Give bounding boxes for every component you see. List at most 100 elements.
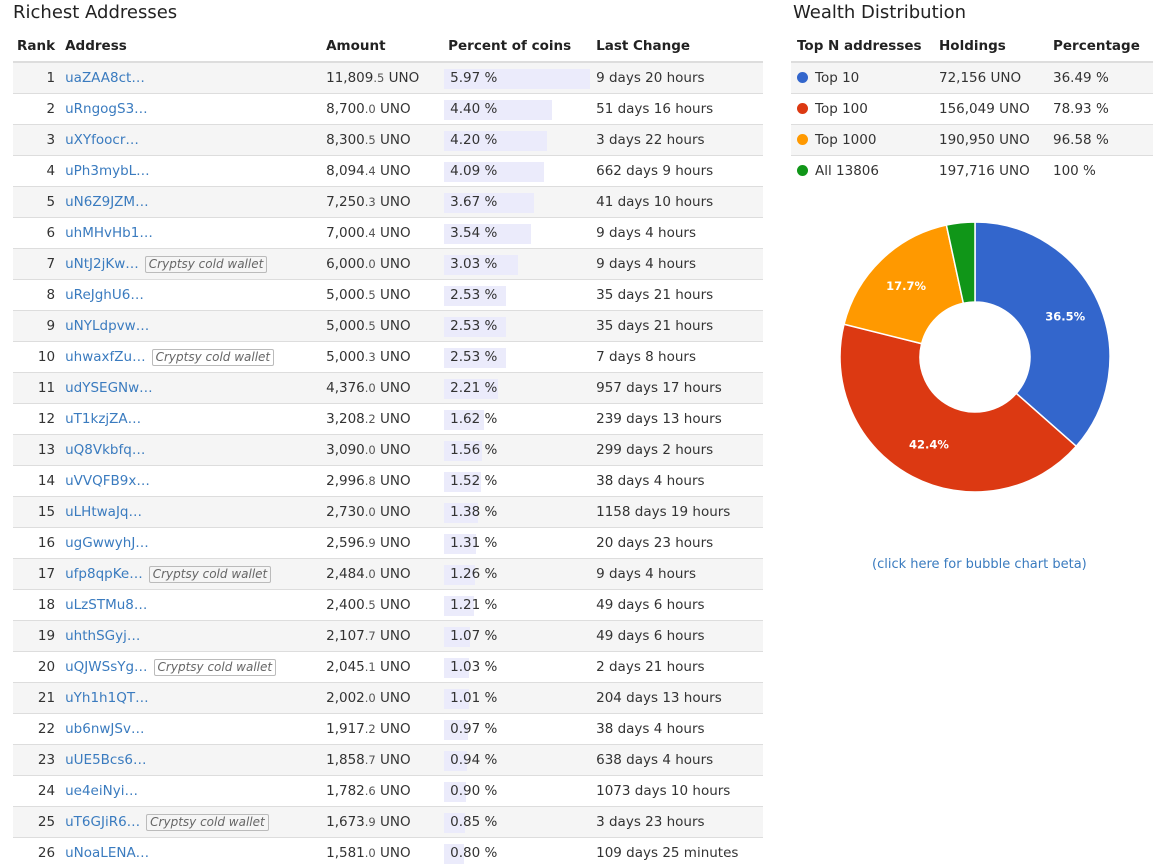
percent-value: 1.07 % <box>448 628 497 644</box>
address-cell: uNtJ2jKw…Cryptsy cold wallet <box>61 249 322 280</box>
address-cell: uhwaxfZu… Cryptsy cold wallet <box>61 342 322 373</box>
address-cell: uPh3mybL… <box>61 156 322 187</box>
last-change-cell: 38 days 4 hours <box>592 714 763 745</box>
rank-cell: 24 <box>13 776 61 807</box>
last-change-cell: 9 days 4 hours <box>592 559 763 590</box>
address-link[interactable]: ub6nwJSv… <box>65 721 144 737</box>
amount-decimal: .0 <box>365 567 376 581</box>
amount-cell: 2,002.0 UNO <box>322 683 444 714</box>
percentage-cell: 96.58 % <box>1047 125 1153 156</box>
address-link[interactable]: uRngogS3… <box>65 101 148 117</box>
group-link[interactable]: All 13806 <box>815 163 879 179</box>
table-header-row: Rank Address Amount Percent of coins Las… <box>13 31 763 62</box>
bubble-chart-link[interactable]: (click here for bubble chart beta) <box>872 557 1087 572</box>
donut-slice-label: 36.5% <box>1045 309 1085 323</box>
top-n-header: Top N addresses <box>791 31 933 62</box>
percent-value: 1.52 % <box>448 473 497 489</box>
legend-dot-icon <box>797 134 808 145</box>
amount-decimal: .0 <box>365 257 376 271</box>
percent-cell: 1.38 % <box>444 497 592 528</box>
address-cell: uUE5Bcs6… <box>61 745 322 776</box>
address-link[interactable]: ue4eiNyi… <box>65 783 138 799</box>
percent-cell: 1.62 % <box>444 404 592 435</box>
address-link[interactable]: udYSEGNw… <box>65 380 153 396</box>
address-link[interactable]: uaZAA8ct… <box>65 70 145 86</box>
address-link[interactable]: uhwaxfZu… <box>65 349 145 365</box>
address-link[interactable]: uXYfoocr… <box>65 132 139 148</box>
amount-decimal: .6 <box>365 784 376 798</box>
address-link[interactable]: uQJWSsYg… <box>65 659 147 675</box>
rank-cell: 17 <box>13 559 61 590</box>
address-link[interactable]: uNYLdpvw… <box>65 318 149 334</box>
address-cell: uYh1h1QT… <box>61 683 322 714</box>
wallet-tag: Cryptsy cold wallet <box>146 814 269 831</box>
amount-cell: 2,107.7 UNO <box>322 621 444 652</box>
percent-cell: 2.53 % <box>444 280 592 311</box>
address-cell: uT6GJiR6… Cryptsy cold wallet <box>61 807 322 838</box>
amount-unit: UNO <box>376 721 411 737</box>
address-link[interactable]: uN6Z9JZM… <box>65 194 148 210</box>
percent-value: 0.90 % <box>448 783 497 799</box>
address-link[interactable]: uVVQFB9x… <box>65 473 150 489</box>
amount-integer: 2,596 <box>326 535 365 551</box>
last-change-cell: 20 days 23 hours <box>592 528 763 559</box>
address-link[interactable]: uQ8Vkbfq… <box>65 442 145 458</box>
last-change-cell: 3 days 23 hours <box>592 807 763 838</box>
amount-decimal: .0 <box>365 102 376 116</box>
address-link[interactable]: uLzSTMu8… <box>65 597 147 613</box>
address-link[interactable]: uhMHvHb1… <box>65 225 153 241</box>
amount-decimal: .8 <box>365 474 376 488</box>
percent-value: 0.85 % <box>448 814 497 830</box>
group-link[interactable]: Top 100 <box>815 101 868 117</box>
percent-value: 2.53 % <box>448 318 497 334</box>
address-link[interactable]: uNoaLENA… <box>65 845 149 861</box>
amount-decimal: .1 <box>365 660 376 674</box>
address-link[interactable]: uT6GJiR6… <box>65 814 140 830</box>
amount-cell: 2,400.5 UNO <box>322 590 444 621</box>
holdings-cell: 197,716 UNO <box>933 156 1047 187</box>
wallet-tag: Cryptsy cold wallet <box>152 349 275 366</box>
percentage-cell: 78.93 % <box>1047 94 1153 125</box>
amount-unit: UNO <box>376 597 411 613</box>
address-link[interactable]: uT1kzjZA… <box>65 411 141 427</box>
address-link[interactable]: uLHtwaJq… <box>65 504 142 520</box>
wealth-distribution-donut-chart: 36.5%42.4%17.7% <box>830 212 1120 502</box>
amount-cell: 2,996.8 UNO <box>322 466 444 497</box>
address-cell: uVVQFB9x… <box>61 466 322 497</box>
amount-cell: 8,300.5 UNO <box>322 125 444 156</box>
percent-value: 4.20 % <box>448 132 497 148</box>
address-link[interactable]: uPh3mybL… <box>65 163 150 179</box>
address-link[interactable]: ugGwwyhJ… <box>65 535 149 551</box>
percent-value: 1.26 % <box>448 566 497 582</box>
rank-cell: 10 <box>13 342 61 373</box>
wallet-tag: Cryptsy cold wallet <box>154 659 277 676</box>
amount-decimal: .9 <box>365 815 376 829</box>
last-change-cell: 51 days 16 hours <box>592 94 763 125</box>
amount-decimal: .7 <box>365 753 376 767</box>
percent-cell: 5.97 % <box>444 62 592 94</box>
amount-decimal: .0 <box>365 443 376 457</box>
rank-cell: 20 <box>13 652 61 683</box>
amount-cell: 1,917.2 UNO <box>322 714 444 745</box>
address-link[interactable]: uNtJ2jKw… <box>65 256 139 272</box>
amount-integer: 8,094 <box>326 163 365 179</box>
table-header-row: Top N addresses Holdings Percentage <box>791 31 1153 62</box>
amount-decimal: .2 <box>365 722 376 736</box>
address-link[interactable]: uhthSGyj… <box>65 628 140 644</box>
percent-value: 2.21 % <box>448 380 497 396</box>
amount-unit: UNO <box>376 566 411 582</box>
group-link[interactable]: Top 1000 <box>815 132 876 148</box>
amount-cell: 1,673.9 UNO <box>322 807 444 838</box>
amount-unit: UNO <box>376 380 411 396</box>
amount-integer: 2,400 <box>326 597 365 613</box>
address-link[interactable]: uReJghU6… <box>65 287 144 303</box>
percentage-header: Percentage <box>1047 31 1153 62</box>
address-link[interactable]: uYh1h1QT… <box>65 690 148 706</box>
address-link[interactable]: uUE5Bcs6… <box>65 752 146 768</box>
group-link[interactable]: Top 10 <box>815 70 859 86</box>
address-link[interactable]: ufp8qpKe… <box>65 566 143 582</box>
amount-decimal: .5 <box>365 288 376 302</box>
